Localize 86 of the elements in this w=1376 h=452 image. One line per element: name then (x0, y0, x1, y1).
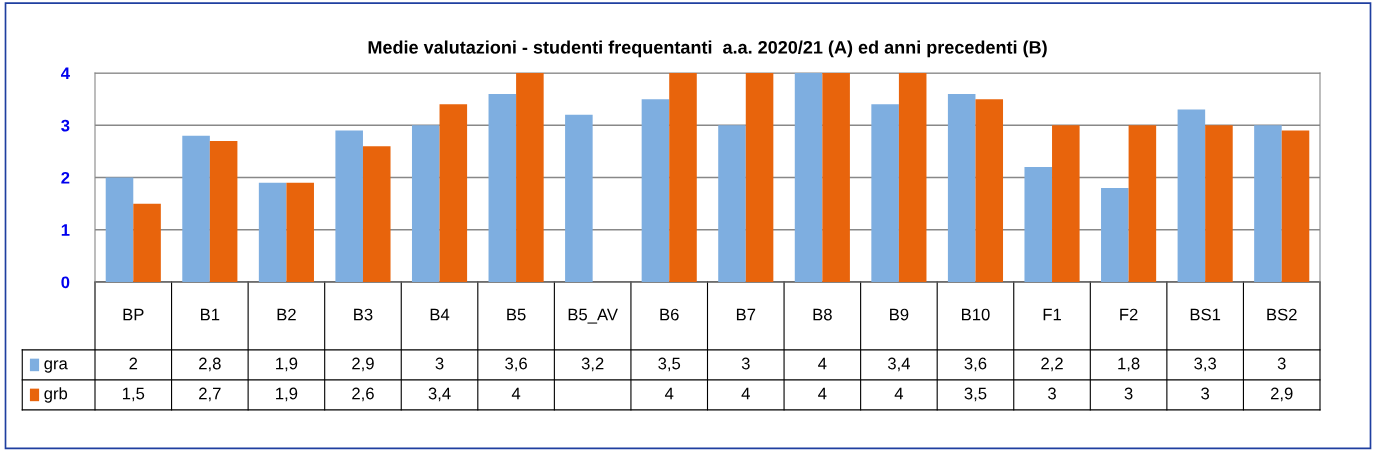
bar (362, 146, 391, 282)
bar (1254, 125, 1282, 282)
bar (516, 73, 544, 282)
x-tick-label: BS2 (1267, 308, 1297, 321)
bar (1128, 125, 1157, 282)
bar (105, 177, 134, 282)
bar (641, 99, 670, 282)
data-label: 2,8 (199, 357, 221, 372)
data-label: 1,9 (276, 387, 298, 402)
x-tick-label: B8 (813, 308, 832, 321)
bar (133, 203, 161, 282)
bar (286, 182, 314, 282)
data-label: 3,5 (658, 357, 681, 372)
bar (794, 73, 823, 282)
bar (1281, 130, 1310, 282)
data-label: 3 (435, 357, 444, 370)
x-tick-label: B5 (507, 308, 526, 321)
data-label: 3,5 (964, 387, 987, 402)
data-label: 3,6 (964, 357, 987, 372)
legend-label: grb (44, 387, 68, 403)
bar (1101, 187, 1129, 282)
bar (1052, 125, 1080, 282)
bar (947, 93, 976, 282)
x-tick-label: BP (123, 308, 144, 321)
data-label: 2,6 (352, 387, 374, 402)
x-tick-label: F2 (1120, 308, 1138, 321)
data-label: 4 (511, 387, 521, 400)
x-tick-label: F1 (1043, 308, 1061, 321)
data-label: 3,3 (1194, 357, 1217, 372)
bar (1024, 167, 1053, 282)
data-label: 2,9 (352, 357, 374, 372)
chart-title: Medie valutazioni - studenti frequentanti a.a. 2020/21 (A) ed anni precedenti (B) (368, 40, 1047, 58)
x-tick-label: B2 (277, 308, 296, 321)
bar (411, 125, 440, 282)
data-label: 2,9 (1270, 387, 1293, 402)
bar (258, 182, 287, 282)
x-tick-label: B7 (736, 308, 756, 321)
bar (669, 73, 697, 282)
y-tick-label: 2 (61, 171, 70, 184)
bar (898, 73, 927, 282)
data-label: 3,4 (428, 387, 451, 402)
bar (182, 135, 210, 282)
data-label: 3,4 (887, 357, 910, 372)
data-label: 3 (1277, 357, 1286, 370)
y-tick-label: 3 (61, 119, 70, 132)
x-tick-label: BS1 (1190, 308, 1221, 321)
legend-label: gra (44, 360, 68, 373)
data-label: 3 (1048, 387, 1056, 400)
x-tick-label: B3 (354, 308, 373, 321)
bar (822, 73, 850, 282)
data-label: 4 (664, 387, 674, 400)
data-label: 4 (818, 387, 827, 400)
x-tick-label: B1 (201, 308, 220, 321)
data-label: 4 (894, 387, 904, 400)
data-label: 2,7 (199, 387, 221, 402)
data-label: 1,9 (276, 357, 298, 372)
data-label: 2 (129, 357, 138, 370)
bar (745, 73, 774, 282)
x-tick-label: B9 (890, 308, 909, 321)
y-tick-label: 4 (60, 67, 70, 80)
data-label: 4 (741, 387, 750, 400)
bar (488, 93, 517, 282)
data-label: 3,2 (581, 357, 604, 372)
data-label: 2,2 (1041, 357, 1063, 372)
bar (565, 114, 593, 282)
data-label: 1,5 (122, 387, 145, 402)
data-label: 1,8 (1118, 357, 1140, 372)
data-label: 3,6 (505, 357, 527, 372)
x-tick-label: B4 (430, 308, 450, 321)
y-tick-label: 1 (61, 224, 70, 236)
bar (1177, 109, 1206, 282)
data-label: 3 (741, 357, 750, 370)
data-label: 4 (818, 357, 827, 370)
bar (975, 99, 1004, 282)
bar (1205, 125, 1233, 282)
data-label: 3 (1124, 387, 1133, 400)
bar (439, 104, 468, 282)
bar (335, 130, 363, 282)
y-tick-label: 0 (61, 276, 70, 289)
bar (871, 104, 899, 282)
x-tick-label: B10 (962, 308, 990, 321)
bar (209, 140, 238, 282)
x-tick-label: B6 (660, 308, 679, 321)
data-label: 3 (1201, 387, 1210, 400)
bar (718, 125, 746, 282)
x-tick-label: B5_AV (568, 308, 618, 324)
